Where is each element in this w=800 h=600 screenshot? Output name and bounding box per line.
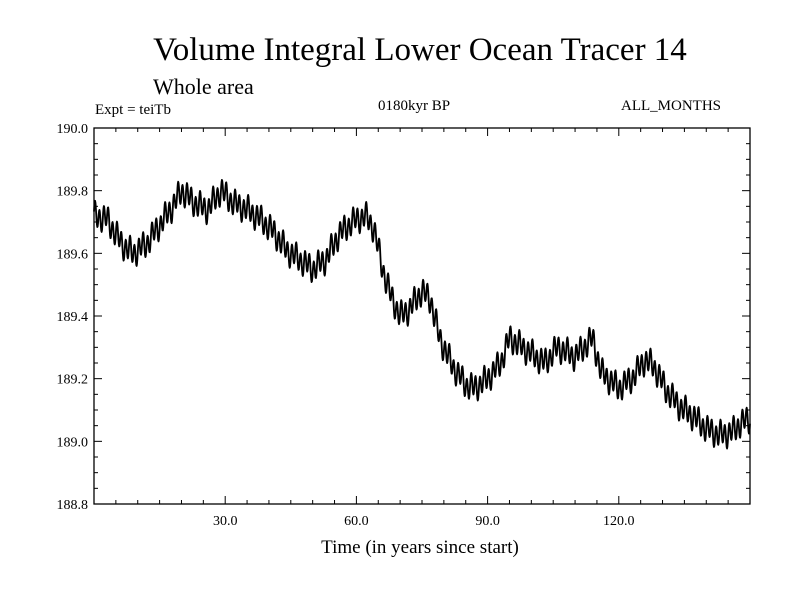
y-tick-label: 188.8 (57, 498, 89, 513)
y-tick-label: 189.4 (57, 310, 89, 325)
y-tick-label: 189.2 (57, 373, 89, 388)
x-tick-label: 30.0 (213, 514, 238, 529)
y-tick-label: 189.6 (57, 247, 89, 262)
x-tick-label: 60.0 (344, 514, 369, 529)
x-tick-label: 90.0 (475, 514, 500, 529)
series-group (93, 179, 751, 450)
chart-subtitle: Whole area (153, 74, 254, 99)
x-tick-label: 120.0 (603, 514, 635, 529)
x-axis-label: Time (in years since start) (321, 537, 519, 558)
plot-frame (93, 127, 751, 505)
y-tick-label: 190.0 (57, 122, 89, 137)
y-tick-label: 189.0 (57, 435, 89, 450)
experiment-label: Expt = teiTb (95, 102, 171, 118)
period-label: 0180kyr BP (378, 98, 451, 114)
axes: 188.8 189.0 189.2 189.4 189.6 189.8 190.0 30.0 6… (57, 122, 750, 529)
chart-title: Volume Integral Lower Ocean Tracer 14 (153, 32, 687, 68)
y-tick-label: 189.8 (57, 185, 89, 200)
series-line (93, 179, 751, 450)
months-label: ALL_MONTHS (621, 98, 721, 114)
